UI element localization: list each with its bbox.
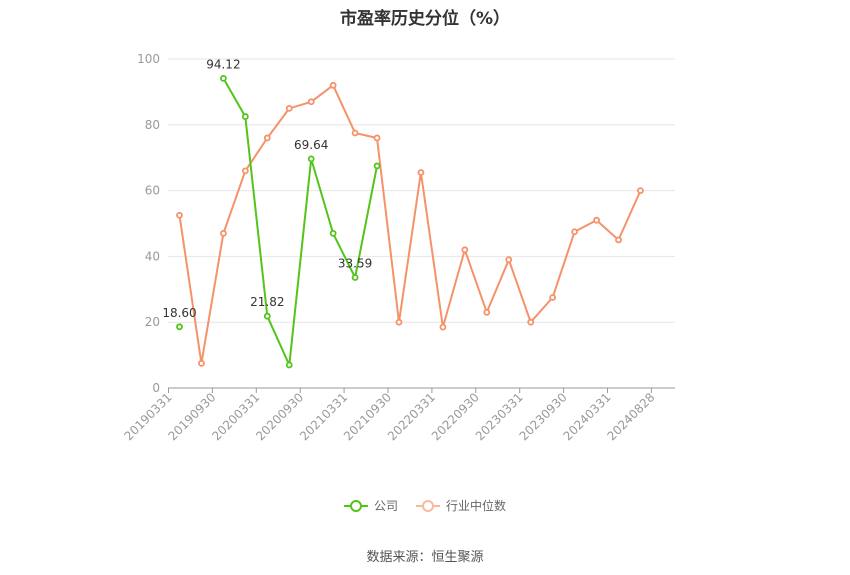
data-point-industry (395, 318, 403, 326)
data-point-industry (549, 294, 557, 301)
data-point-industry (527, 318, 535, 326)
legend-item-industry[interactable]: 行业中位数 (416, 497, 506, 514)
y-tick-label: 0 (152, 381, 160, 395)
legend-company-marker (343, 499, 368, 513)
data-point-industry (241, 167, 249, 175)
data-point-industry (571, 228, 578, 236)
y-tick-label: 20 (145, 315, 160, 329)
data-point-industry (329, 81, 337, 89)
y-tick-label: 100 (137, 52, 160, 66)
legend-item-company[interactable]: 公司 (343, 497, 398, 514)
y-tick-label: 80 (145, 118, 160, 132)
x-tick-label: 20240828 (604, 390, 657, 443)
data-point-industry (198, 359, 205, 367)
y-tick-label: 40 (145, 249, 160, 263)
data-point-industry (176, 211, 183, 219)
series-line-industry (178, 84, 642, 365)
data-point-industry (505, 256, 513, 264)
data-point-industry (417, 169, 425, 176)
data-point-company (176, 323, 183, 331)
data-point-industry (483, 308, 491, 316)
data-label: 21.82 (250, 295, 284, 309)
legend-industry-marker (416, 499, 440, 513)
data-point-industry (637, 187, 644, 195)
data-point-industry (373, 134, 381, 142)
data-source: 数据来源：恒生聚源 (366, 550, 484, 565)
y-tick-label: 60 (145, 184, 160, 198)
legend-industry-label: 行业中位数 (446, 499, 507, 513)
data-point-industry (461, 246, 469, 254)
data-point-industry (285, 104, 293, 112)
series-line-company (222, 77, 378, 366)
data-point-industry (351, 129, 359, 137)
data-point-industry (263, 134, 271, 142)
data-point-company (263, 312, 271, 320)
data-point-company (329, 229, 337, 237)
data-point-company (373, 162, 381, 170)
data-label: 33.59 (338, 256, 372, 270)
data-label: 18.60 (162, 306, 196, 320)
data-point-company (285, 361, 293, 369)
data-point-company (219, 74, 227, 82)
data-point-industry (307, 98, 315, 106)
data-point-industry (593, 216, 600, 224)
data-point-industry (439, 323, 447, 331)
data-point-company (307, 155, 315, 163)
chart-title: 市盈率历史分位（%） (339, 9, 511, 29)
legend-company-label: 公司 (373, 499, 398, 513)
data-point-company (351, 274, 359, 281)
data-label: 94.12 (206, 57, 240, 71)
data-point-industry (219, 229, 227, 237)
legend: 公司 行业中位数 (0, 497, 850, 514)
data-point-company (241, 113, 249, 120)
data-label: 69.64 (294, 138, 328, 152)
data-point-industry (615, 236, 622, 244)
